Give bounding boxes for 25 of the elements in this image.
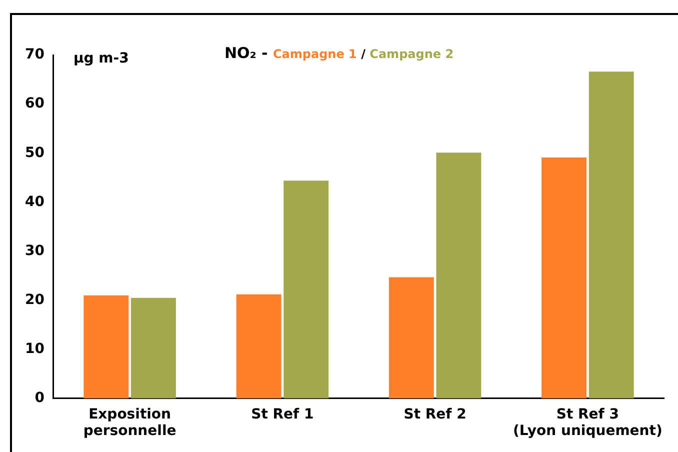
y-tick-label: 30 [25,242,45,259]
bar [436,152,482,398]
bar [236,294,282,398]
y-tick-label: 10 [25,340,45,357]
bar [542,158,587,398]
text: Campagne 2 [370,47,454,61]
bar [284,180,329,398]
text: Campagne 1 [273,47,357,61]
y-axis-title: µg m-3 [73,50,129,67]
chart-title: NO₂ - [224,44,268,62]
y-tick-label: 20 [25,292,45,308]
x-tick-label: St Ref 2 [404,406,466,422]
bar [84,295,129,398]
y-tick-label: 70 [25,46,45,63]
y-tick-label: 60 [25,96,45,112]
y-tick-label: 0 [34,390,45,406]
bar [388,277,434,398]
x-tick-label: Exposition personnelle [83,406,176,440]
bar [130,298,176,398]
bar [588,72,634,398]
x-tick-label: St Ref 3 (Lyon uniquement) [513,406,662,440]
annotation: / [360,47,366,61]
y-tick-label: 50 [25,144,45,161]
x-tick-label: St Ref 1 [251,406,314,422]
y-tick-label: 40 [25,194,45,210]
